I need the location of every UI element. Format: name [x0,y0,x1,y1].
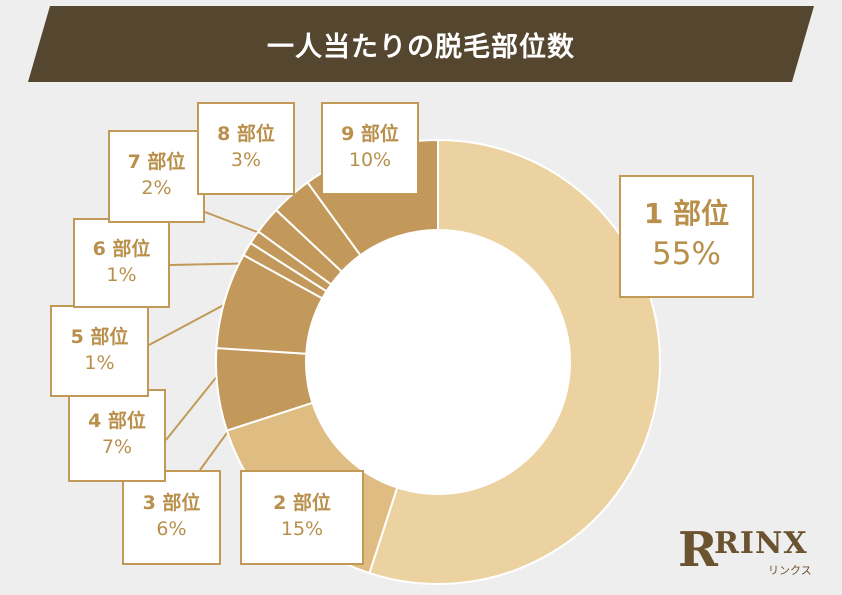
logo-kana: リンクス [768,564,812,577]
label-box-7: 7 部位 2% [108,130,205,223]
label-box-6: 6 部位 1% [73,218,170,308]
label-box-4: 4 部位 7% [68,389,166,482]
label-percent: 1% [84,351,115,374]
label-name: 5 部位 [70,325,129,348]
label-percent: 6% [156,518,187,541]
label-percent: 7% [101,436,133,459]
label-percent: 2% [141,177,172,200]
label-box-3: 3 部位 6% [122,470,221,565]
label-percent: 15% [280,518,324,541]
label-percent: 55% [652,236,721,273]
logo-mark: R [678,522,718,578]
label-name: 1 部位 [643,196,730,230]
label-name: 8 部位 [217,123,275,146]
rinx-logo: R RINX リンクス [676,520,822,582]
label-name: 2 部位 [273,492,331,515]
label-name: 9 部位 [341,123,399,146]
label-box-2: 2 部位 15% [240,470,364,565]
label-box-5: 5 部位 1% [50,305,149,397]
banner-shape [28,6,814,82]
label-percent: 10% [348,149,392,172]
label-box-1: 1 部位 55% [619,175,754,298]
logo-word: RINX [714,526,808,561]
donut-hole [306,230,570,494]
label-name: 7 部位 [127,151,186,174]
label-box-8: 8 部位 3% [197,102,295,195]
label-name: 6 部位 [92,237,151,260]
label-name: 3 部位 [142,492,201,515]
label-percent: 1% [106,263,137,286]
chart-title: 一人当たりの脱毛部位数 [267,31,575,63]
label-percent: 3% [230,149,262,172]
title-banner: 一人当たりの脱毛部位数 [28,6,814,82]
label-name: 4 部位 [88,410,146,433]
label-box-9: 9 部位 10% [321,102,419,195]
